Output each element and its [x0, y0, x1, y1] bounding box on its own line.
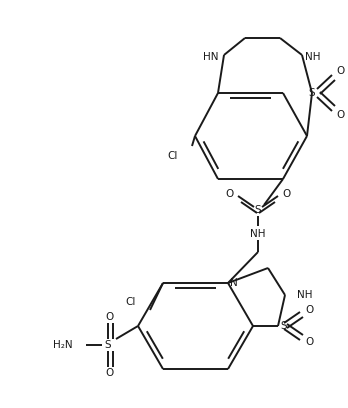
Text: NH: NH	[305, 52, 321, 62]
Text: S: S	[280, 321, 287, 331]
Text: S: S	[105, 340, 111, 350]
Text: O: O	[282, 189, 290, 199]
Text: S: S	[255, 205, 261, 215]
Text: H₂N: H₂N	[53, 340, 73, 350]
Text: O: O	[226, 189, 234, 199]
Text: O: O	[336, 66, 344, 76]
Text: HN: HN	[203, 52, 218, 62]
Text: S: S	[309, 88, 315, 98]
Text: O: O	[305, 337, 313, 347]
Text: O: O	[305, 305, 313, 315]
Text: N: N	[230, 278, 238, 288]
Text: Cl: Cl	[168, 151, 178, 161]
Text: NH: NH	[297, 290, 313, 300]
Text: O: O	[106, 368, 114, 378]
Text: O: O	[336, 110, 344, 120]
Text: O: O	[106, 312, 114, 322]
Text: Cl: Cl	[126, 297, 136, 307]
Text: NH: NH	[250, 229, 266, 239]
